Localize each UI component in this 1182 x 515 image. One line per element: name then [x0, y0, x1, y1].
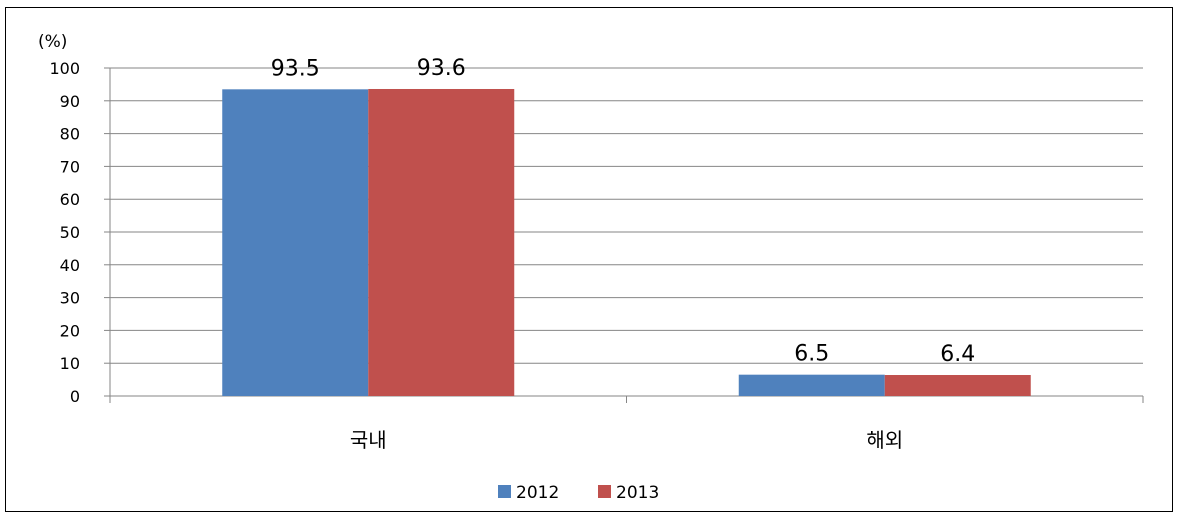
legend-swatch	[598, 485, 611, 498]
bar	[738, 374, 885, 396]
y-axis-unit-label: (%)	[38, 32, 67, 52]
x-tick-label: 해외	[866, 428, 903, 452]
y-tick-label: 30	[60, 289, 80, 308]
legend-label: 2013	[616, 483, 659, 503]
y-tick-label: 50	[60, 223, 80, 242]
legend: 2012 2013	[498, 483, 659, 503]
x-tick-label: 국내	[350, 428, 387, 452]
bars	[222, 88, 1031, 396]
data-label: 6.5	[794, 342, 829, 367]
chart-frame	[5, 7, 1173, 512]
y-tick-label: 60	[60, 190, 80, 209]
axes: 0 10 20 30 40 50 60 70 80 90 100 (%)	[38, 32, 1144, 406]
legend-swatch	[498, 485, 511, 498]
data-label: 6.4	[940, 342, 975, 367]
labels: 93.5 93.6 국내 6.5 6.4 해외	[271, 56, 975, 452]
bar	[368, 88, 515, 396]
y-tick-label: 80	[60, 125, 80, 144]
data-label: 93.5	[271, 56, 320, 81]
y-tick-label: 100	[49, 59, 80, 78]
y-tick-label: 10	[60, 354, 80, 373]
bar	[884, 375, 1031, 396]
y-tick-label: 70	[60, 157, 80, 176]
legend-label: 2012	[516, 483, 559, 503]
bar	[222, 89, 369, 396]
data-label: 93.6	[417, 56, 466, 81]
y-tick-label: 0	[70, 387, 80, 406]
y-tick-label: 20	[60, 321, 80, 340]
y-tick-label: 40	[60, 256, 80, 275]
y-tick-label: 90	[60, 92, 80, 111]
